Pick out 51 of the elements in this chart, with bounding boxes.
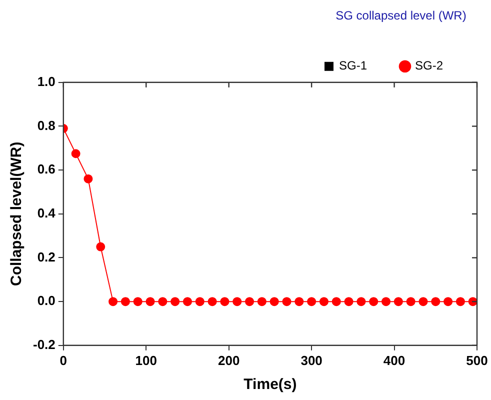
point [133,297,142,306]
point [257,297,266,306]
y-tick-label: 0.6 [37,162,56,177]
x-tick-label: 200 [218,352,240,368]
point [444,297,453,306]
x-tick-label: 400 [383,352,406,368]
point [195,297,204,306]
point [356,297,366,306]
point [394,297,403,306]
x-tick-label: 100 [135,352,157,368]
point [108,297,118,306]
point [431,297,440,306]
point [369,297,378,306]
y-tick-label: 0.2 [37,249,56,264]
point [307,297,316,306]
point [282,297,292,306]
x-axis-title: Time(s) [244,376,297,394]
y-tick-label: 1.0 [37,74,56,89]
point [382,297,391,306]
y-tick-label: 0.0 [37,293,56,308]
point [468,297,477,306]
y-tick-label: 0.4 [37,205,56,220]
point [294,297,304,306]
x-tick-label: 0 [60,352,68,368]
point [245,297,254,306]
point [456,297,465,306]
point [71,149,80,158]
y-axis-title: Collapsed level(WR) [8,142,26,286]
point [84,174,93,184]
legend-label: SG-2 [414,58,444,73]
point [220,297,230,306]
point [96,242,106,252]
point [332,297,341,306]
point [158,297,168,306]
point [232,297,242,306]
point [170,297,180,306]
point [120,297,130,306]
legend-label: SG-1 [338,58,368,73]
point [344,297,354,306]
point [270,297,279,306]
point [319,297,328,306]
x-tick-label: 500 [466,352,488,368]
point [146,297,155,306]
point [182,297,192,306]
point [208,297,217,306]
y-tick-label: -0.2 [32,336,56,352]
point [406,297,416,306]
y-tick-label: 0.8 [37,118,56,133]
x-tick-label: 300 [300,352,322,368]
legend-title: SG collapsed level (WR) [336,8,466,22]
point [418,297,428,306]
